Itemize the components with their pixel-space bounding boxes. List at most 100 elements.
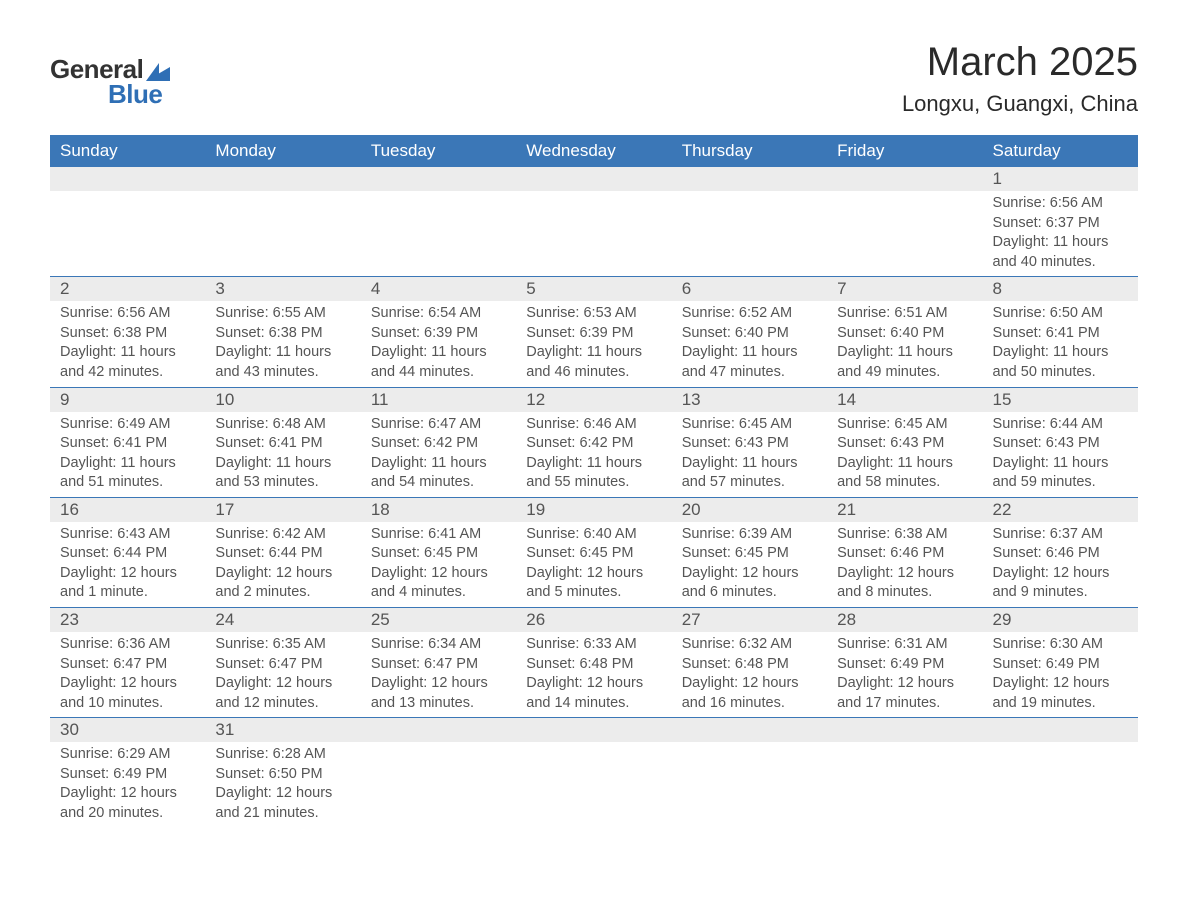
calendar-cell: 18Sunrise: 6:41 AMSunset: 6:45 PMDayligh…: [361, 497, 516, 607]
sunset-line: Sunset: 6:44 PM: [215, 544, 350, 564]
day-body: [672, 191, 827, 271]
day-body: Sunrise: 6:28 AMSunset: 6:50 PMDaylight:…: [205, 742, 360, 827]
sunrise-line: Sunrise: 6:39 AM: [682, 525, 817, 545]
daylight-line: Daylight: 12 hours and 6 minutes.: [682, 564, 817, 603]
day-header: Friday: [827, 135, 982, 167]
sunrise-line: Sunrise: 6:35 AM: [215, 635, 350, 655]
calendar-cell: [361, 718, 516, 828]
calendar-cell: 14Sunrise: 6:45 AMSunset: 6:43 PMDayligh…: [827, 387, 982, 497]
day-body: Sunrise: 6:45 AMSunset: 6:43 PMDaylight:…: [672, 412, 827, 497]
daylight-line: Daylight: 12 hours and 16 minutes.: [682, 674, 817, 713]
day-number: [672, 167, 827, 191]
daylight-line: Daylight: 11 hours and 42 minutes.: [60, 343, 195, 382]
day-body: Sunrise: 6:49 AMSunset: 6:41 PMDaylight:…: [50, 412, 205, 497]
calendar-row: 2Sunrise: 6:56 AMSunset: 6:38 PMDaylight…: [50, 277, 1138, 387]
calendar-cell: [983, 718, 1138, 828]
day-header: Saturday: [983, 135, 1138, 167]
sunrise-line: Sunrise: 6:50 AM: [993, 304, 1128, 324]
daylight-line: Daylight: 12 hours and 14 minutes.: [526, 674, 661, 713]
sunset-line: Sunset: 6:43 PM: [837, 434, 972, 454]
sunset-line: Sunset: 6:43 PM: [993, 434, 1128, 454]
calendar-cell: 1Sunrise: 6:56 AMSunset: 6:37 PMDaylight…: [983, 167, 1138, 277]
day-body: Sunrise: 6:46 AMSunset: 6:42 PMDaylight:…: [516, 412, 671, 497]
calendar-body: 1Sunrise: 6:56 AMSunset: 6:37 PMDaylight…: [50, 167, 1138, 828]
daylight-line: Daylight: 11 hours and 53 minutes.: [215, 454, 350, 493]
sunset-line: Sunset: 6:43 PM: [682, 434, 817, 454]
day-body: Sunrise: 6:34 AMSunset: 6:47 PMDaylight:…: [361, 632, 516, 717]
sunset-line: Sunset: 6:41 PM: [215, 434, 350, 454]
calendar-row: 30Sunrise: 6:29 AMSunset: 6:49 PMDayligh…: [50, 718, 1138, 828]
sunrise-line: Sunrise: 6:47 AM: [371, 415, 506, 435]
sunrise-line: Sunrise: 6:44 AM: [993, 415, 1128, 435]
sunset-line: Sunset: 6:46 PM: [993, 544, 1128, 564]
sunrise-line: Sunrise: 6:53 AM: [526, 304, 661, 324]
sunset-line: Sunset: 6:47 PM: [60, 655, 195, 675]
sunrise-line: Sunrise: 6:28 AM: [215, 745, 350, 765]
sunset-line: Sunset: 6:39 PM: [371, 324, 506, 344]
day-number: 24: [205, 608, 360, 632]
sunrise-line: Sunrise: 6:42 AM: [215, 525, 350, 545]
day-number: [516, 167, 671, 191]
sunrise-line: Sunrise: 6:56 AM: [993, 194, 1128, 214]
day-number: 18: [361, 498, 516, 522]
day-number: [361, 718, 516, 742]
daylight-line: Daylight: 11 hours and 55 minutes.: [526, 454, 661, 493]
calendar-cell: 15Sunrise: 6:44 AMSunset: 6:43 PMDayligh…: [983, 387, 1138, 497]
daylight-line: Daylight: 12 hours and 17 minutes.: [837, 674, 972, 713]
sunset-line: Sunset: 6:42 PM: [371, 434, 506, 454]
calendar-table: SundayMondayTuesdayWednesdayThursdayFrid…: [50, 135, 1138, 828]
day-number: 17: [205, 498, 360, 522]
day-body: Sunrise: 6:45 AMSunset: 6:43 PMDaylight:…: [827, 412, 982, 497]
day-body: Sunrise: 6:47 AMSunset: 6:42 PMDaylight:…: [361, 412, 516, 497]
sunrise-line: Sunrise: 6:51 AM: [837, 304, 972, 324]
sunset-line: Sunset: 6:40 PM: [837, 324, 972, 344]
day-number: 19: [516, 498, 671, 522]
day-header: Thursday: [672, 135, 827, 167]
calendar-cell: 10Sunrise: 6:48 AMSunset: 6:41 PMDayligh…: [205, 387, 360, 497]
location-text: Longxu, Guangxi, China: [902, 91, 1138, 117]
daylight-line: Daylight: 11 hours and 44 minutes.: [371, 343, 506, 382]
day-body: [361, 742, 516, 822]
sunset-line: Sunset: 6:50 PM: [215, 765, 350, 785]
sunrise-line: Sunrise: 6:34 AM: [371, 635, 506, 655]
day-body: [827, 742, 982, 822]
day-body: Sunrise: 6:55 AMSunset: 6:38 PMDaylight:…: [205, 301, 360, 386]
calendar-cell: [827, 167, 982, 277]
day-body: [983, 742, 1138, 822]
calendar-cell: 20Sunrise: 6:39 AMSunset: 6:45 PMDayligh…: [672, 497, 827, 607]
calendar-cell: 19Sunrise: 6:40 AMSunset: 6:45 PMDayligh…: [516, 497, 671, 607]
day-number: [827, 167, 982, 191]
day-number: 14: [827, 388, 982, 412]
daylight-line: Daylight: 12 hours and 8 minutes.: [837, 564, 972, 603]
day-number: 27: [672, 608, 827, 632]
day-body: Sunrise: 6:54 AMSunset: 6:39 PMDaylight:…: [361, 301, 516, 386]
sunrise-line: Sunrise: 6:37 AM: [993, 525, 1128, 545]
sunset-line: Sunset: 6:39 PM: [526, 324, 661, 344]
sunrise-line: Sunrise: 6:45 AM: [837, 415, 972, 435]
calendar-cell: 8Sunrise: 6:50 AMSunset: 6:41 PMDaylight…: [983, 277, 1138, 387]
day-body: Sunrise: 6:30 AMSunset: 6:49 PMDaylight:…: [983, 632, 1138, 717]
daylight-line: Daylight: 11 hours and 47 minutes.: [682, 343, 817, 382]
calendar-cell: 3Sunrise: 6:55 AMSunset: 6:38 PMDaylight…: [205, 277, 360, 387]
day-body: Sunrise: 6:40 AMSunset: 6:45 PMDaylight:…: [516, 522, 671, 607]
day-body: Sunrise: 6:29 AMSunset: 6:49 PMDaylight:…: [50, 742, 205, 827]
calendar-cell: 21Sunrise: 6:38 AMSunset: 6:46 PMDayligh…: [827, 497, 982, 607]
sunrise-line: Sunrise: 6:30 AM: [993, 635, 1128, 655]
sunset-line: Sunset: 6:49 PM: [837, 655, 972, 675]
sunset-line: Sunset: 6:48 PM: [682, 655, 817, 675]
daylight-line: Daylight: 11 hours and 49 minutes.: [837, 343, 972, 382]
calendar-row: 16Sunrise: 6:43 AMSunset: 6:44 PMDayligh…: [50, 497, 1138, 607]
sunset-line: Sunset: 6:38 PM: [60, 324, 195, 344]
calendar-cell: 4Sunrise: 6:54 AMSunset: 6:39 PMDaylight…: [361, 277, 516, 387]
daylight-line: Daylight: 12 hours and 10 minutes.: [60, 674, 195, 713]
sunrise-line: Sunrise: 6:38 AM: [837, 525, 972, 545]
sunset-line: Sunset: 6:49 PM: [993, 655, 1128, 675]
calendar-cell: [672, 167, 827, 277]
day-number: [205, 167, 360, 191]
day-number: [672, 718, 827, 742]
month-title: March 2025: [902, 40, 1138, 85]
sunrise-line: Sunrise: 6:46 AM: [526, 415, 661, 435]
calendar-cell: 13Sunrise: 6:45 AMSunset: 6:43 PMDayligh…: [672, 387, 827, 497]
sunrise-line: Sunrise: 6:52 AM: [682, 304, 817, 324]
day-number: 9: [50, 388, 205, 412]
